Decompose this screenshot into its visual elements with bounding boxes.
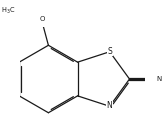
Text: O: O [39, 16, 45, 22]
Text: H$_3$C: H$_3$C [1, 5, 15, 15]
Text: S: S [108, 47, 112, 56]
Text: N: N [157, 76, 162, 82]
Text: N: N [106, 102, 112, 110]
